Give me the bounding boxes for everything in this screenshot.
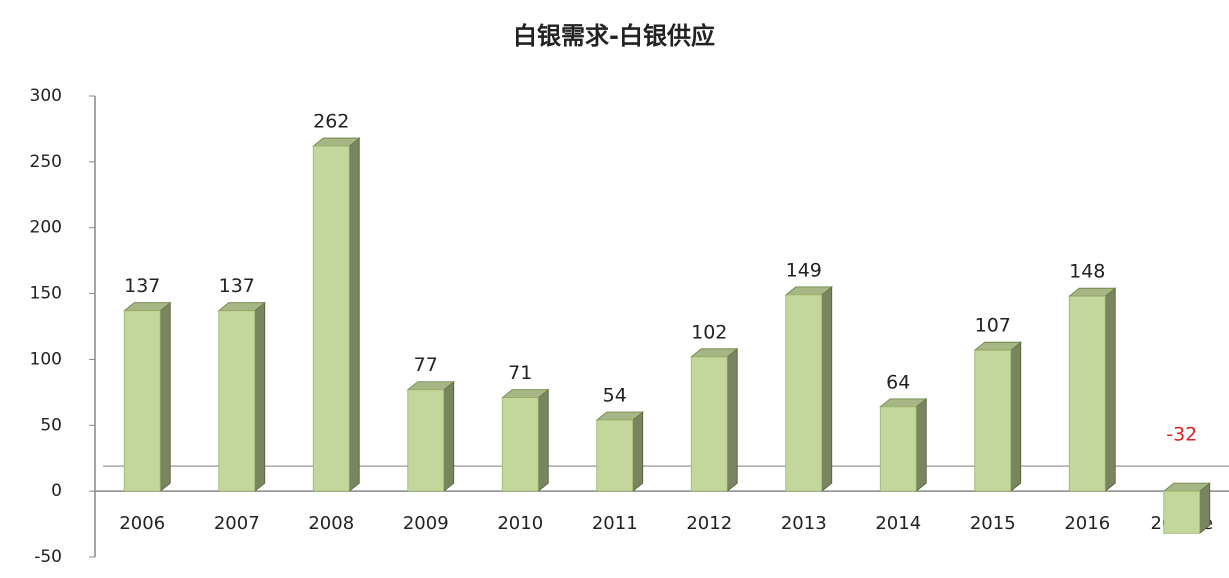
bar-side	[537, 388, 549, 492]
bar-side	[443, 380, 455, 492]
bar-side	[632, 411, 644, 492]
bar	[690, 356, 728, 492]
x-tick-label: 2007	[214, 513, 260, 534]
value-label: 148	[1069, 261, 1105, 283]
bar-side	[915, 398, 927, 492]
bar-side	[726, 347, 738, 492]
y-tick-label: 250	[30, 152, 62, 172]
bar	[974, 349, 1012, 492]
bar	[312, 145, 350, 492]
x-tick-label: 2009	[403, 513, 449, 534]
y-tick-label: 0	[51, 481, 62, 501]
bar	[123, 310, 161, 492]
value-label: 54	[603, 385, 627, 407]
x-tick-label: 2008	[308, 513, 354, 534]
value-label: 107	[975, 315, 1011, 337]
value-label: 149	[786, 259, 822, 281]
x-tick-label: 2006	[119, 513, 165, 534]
y-tick-label: 50	[40, 415, 62, 435]
bar	[596, 419, 634, 492]
bar-side	[254, 301, 266, 492]
x-tick-label: 2014	[875, 513, 921, 534]
bar-side	[1199, 482, 1211, 535]
bar-side	[1104, 287, 1116, 492]
y-tick-label: 100	[30, 349, 62, 369]
value-label: 64	[886, 371, 910, 393]
value-label: 137	[219, 275, 255, 297]
y-tick-label: -50	[34, 547, 62, 567]
y-tick-label: 300	[30, 86, 62, 106]
x-tick-label: 2015	[970, 513, 1016, 534]
bar-side	[1010, 341, 1022, 492]
x-tick-label: 2012	[686, 513, 732, 534]
value-label: 262	[313, 111, 349, 133]
bar-side	[159, 301, 171, 492]
bar	[879, 406, 917, 492]
y-tick-label: 200	[30, 218, 62, 238]
x-tick-label: 2010	[497, 513, 543, 534]
value-label: 77	[414, 354, 438, 376]
value-label: 137	[124, 275, 160, 297]
bar	[218, 310, 256, 492]
value-label: -32	[1166, 424, 1197, 446]
bar	[1163, 490, 1201, 534]
bar	[407, 389, 445, 492]
x-tick-label: 2011	[592, 513, 638, 534]
bar	[501, 397, 539, 492]
bar	[785, 294, 823, 492]
x-tick-label: 2013	[781, 513, 827, 534]
value-label: 71	[508, 362, 532, 384]
value-label: 102	[691, 321, 727, 343]
chart-title: 白银需求-白银供应	[513, 22, 715, 50]
bar-side	[348, 137, 360, 492]
y-tick-label: 150	[30, 284, 62, 304]
bar	[1068, 295, 1106, 492]
x-tick-label: 2016	[1064, 513, 1110, 534]
bar-side	[821, 286, 833, 492]
